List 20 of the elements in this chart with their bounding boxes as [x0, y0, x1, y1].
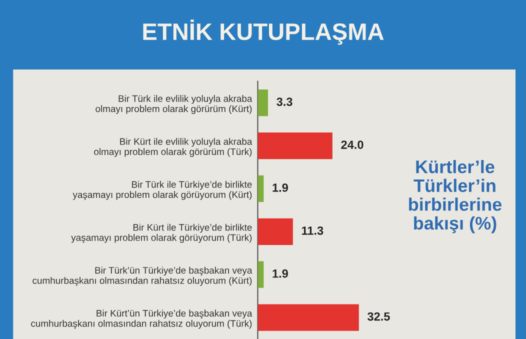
- chart-title: ETNİK KUTUPLAŞMA: [143, 20, 384, 45]
- y-tick-label: Bir Türk’ün Türkiye’de başbakan veya cumhurbaşkanı olmasından rahatsız oluyorum (Kürt): [32, 266, 252, 286]
- bar: [258, 132, 332, 160]
- data-label: 32.5: [368, 312, 390, 321]
- data-label: 3.3: [276, 98, 292, 106]
- data-label: 1.9: [272, 269, 288, 278]
- y-tick-label: Bir Kürt ile Türkiye’de birlikte yaşamayı problem olarak görüyorum (Türk): [71, 224, 252, 243]
- data-label: 24.0: [341, 140, 364, 149]
- text: Kürtler’le Türkler’in birbirlerine bakışı (%): [409, 160, 502, 234]
- data-label: 11.3: [302, 226, 324, 235]
- y-tick-label: Bir Türk ile evlilik yoluyla akraba olmayı problem olarak görürüm (Kürt): [96, 95, 252, 114]
- y-tick-label: Bir Kürt’ün Türkiye’de başbakan veya cumhurbaşkanı olmasından rahatsız oluyorum (Türk): [31, 310, 252, 329]
- data-label: 1.9: [272, 184, 288, 192]
- bar: [258, 90, 268, 116]
- bar: [258, 175, 264, 202]
- bar: [258, 218, 293, 245]
- y-tick-label: Bir Kürt ile evlilik yoluyla akraba olmayı problem olarak görürüm (Türk): [94, 138, 252, 157]
- bar: [258, 261, 264, 288]
- y-tick-label: Bir Türk ile Türkiye’de birlikte yaşamayı problem olarak görüyorum (Kürt): [72, 180, 252, 200]
- bar: [258, 304, 359, 331]
